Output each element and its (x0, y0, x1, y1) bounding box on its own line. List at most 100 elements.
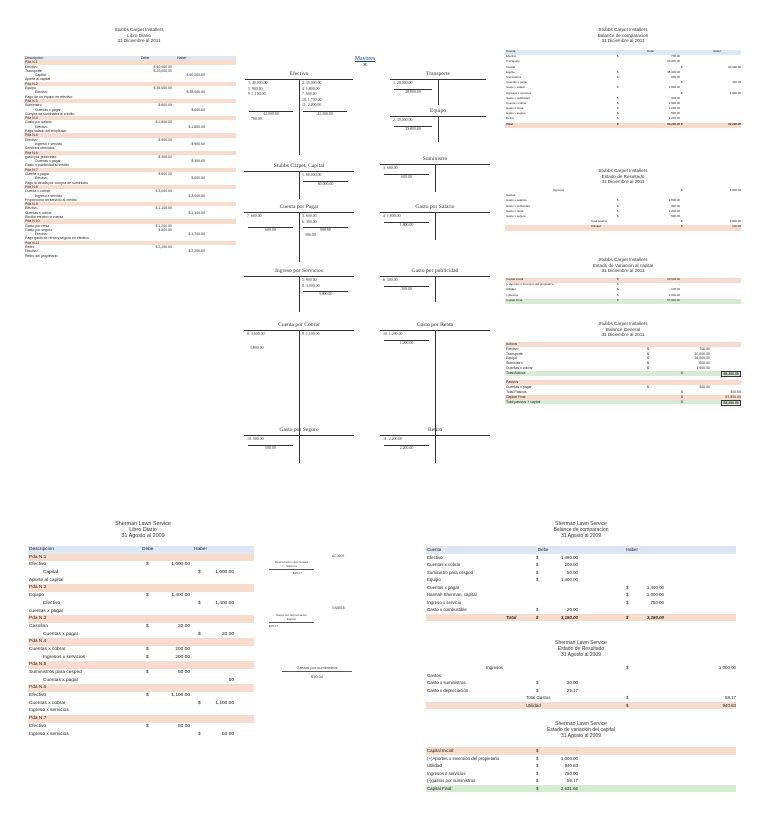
ledger-row: Efectivo $ 2,200.00 (24, 249, 236, 253)
debit-currency: $ (647, 361, 649, 366)
ledger-row: Efectivo $1,400.00 (28, 600, 254, 608)
ledger-row: Efectivo $ 1,800.00 (24, 125, 236, 129)
sherman-diario-header: Sherman Lawn Service Libro Diario 31 Ago… (115, 521, 171, 540)
debit-total: 600.00 (384, 173, 429, 179)
row-description: Capital Final: (506, 297, 523, 302)
ledger-row: Pda N.7 (24, 167, 236, 173)
row-description: Equipo (25, 86, 36, 91)
credit-amount: 1,000.00 (646, 592, 664, 597)
row-description: Efectivo (506, 54, 517, 59)
row-description: Efectivo (43, 600, 61, 606)
debit-currency: $ (536, 614, 539, 620)
debit-currency: $ (146, 646, 149, 652)
row-description: Gasto x suministros (427, 680, 466, 685)
credit-currency: $ (681, 399, 683, 404)
row-description: Pda N.10 (25, 219, 40, 224)
debit-currency: $ (536, 763, 539, 768)
mini-code-1: AC3609 (332, 554, 345, 558)
row-description: Cuenta x cobrar (25, 189, 50, 194)
row-description: Pda N.9 (25, 202, 38, 207)
debit-entry: 1. 40,000.00 (248, 81, 268, 85)
debit-amount: $ 300.00 (158, 154, 172, 159)
ledger-row: Pda N.9 (24, 202, 236, 207)
credit-amount: 3,800.00 (729, 219, 741, 224)
credit-amount: 50.00 (221, 731, 234, 737)
row-description: Total Pasivos (506, 389, 527, 394)
row-description: Gasto x publicidad (506, 203, 530, 208)
ledger-row: Total Pasivos $300.00 (505, 390, 741, 395)
row-description: Proporciono un servicio al crédito (25, 197, 77, 202)
row-description: Pda N.7 (25, 167, 38, 172)
debit-amount: $ 2,200.00 (155, 245, 172, 250)
credit-amount: 300.00 (730, 389, 741, 394)
row-description: Efectivo (29, 562, 47, 568)
credit-amount: 1,100.00 (215, 700, 234, 706)
debit-amount: 1,800.00 (668, 85, 680, 90)
credit-entry: 5. 900.00 (302, 278, 317, 282)
debit-amount: 500.00 (671, 111, 680, 116)
debit-total: 600.00 (248, 227, 293, 232)
debit-total: 2,200.00 (384, 444, 429, 450)
debit-amount: 700.00 (671, 54, 680, 59)
ledger-row: Gasto por renta $ 1,200.00 (24, 224, 236, 228)
credit-total: 41,300.00 (303, 111, 347, 116)
debit-currency: $ (146, 623, 149, 629)
ledger-row: Ingreso x servicio $ 900.00 (24, 142, 236, 146)
t-account-divider (299, 171, 300, 199)
ledger-row: Pda N.8 (24, 184, 236, 190)
stubbs-balanza-header: Stubbs Carpet Installers Balance de comp… (597, 27, 649, 44)
credit-total: 60,000.00 (303, 180, 348, 186)
row-description: Pda N.2 (29, 585, 47, 591)
credit-entry: 10. 1,700.00 (302, 97, 322, 102)
debit-currency: $ (536, 577, 539, 582)
ledger-row: Servicios ofrecidos (24, 146, 236, 150)
debit-amount: 100.00 (671, 287, 680, 292)
ledger-row: Pda N.6 (24, 150, 236, 155)
row-description: Pda N.3 (25, 98, 38, 103)
row-description: Efectivo (506, 346, 519, 351)
row-description: Utilidad (427, 763, 442, 768)
credit-amount: 60,000.00 (728, 64, 741, 69)
row-description: Pda N.3 (29, 616, 47, 622)
credit-currency: $ (681, 219, 683, 224)
credit-entry: 8. 3,000.00 (302, 283, 320, 288)
t-account-renta: Gasto por Renta 10. 1,200.00 1,200.00 (380, 322, 490, 440)
row-description: Efectivo (25, 206, 38, 211)
credit-amount: 940.83 (722, 702, 736, 708)
row-description: Pda N.7 (29, 716, 47, 722)
debit-amount: 200.00 (564, 562, 578, 567)
debit-amount: 20.00 (567, 607, 578, 612)
row-description: Cuentas x pagar (35, 107, 61, 112)
ledger-row: Gasto por salario $ 1,800.00 (24, 120, 236, 124)
debit-amount: 940.83 (564, 763, 578, 768)
row-description: Efectivo (35, 90, 48, 95)
row-description: Pda N.1 (29, 554, 47, 560)
ledger-row: Transporte $20,000.00 (505, 352, 741, 357)
mini-gasto-dep: Gasto por depreciación Equipo $29.17 (269, 613, 314, 628)
header-cell: Descripcion (25, 56, 44, 60)
debit-currency: $ (146, 723, 149, 729)
row-description: Gasto por salario (25, 120, 52, 125)
ledger-row: Gastos: (426, 672, 736, 680)
row-description: Gasto x publicidad al crédito (25, 163, 69, 168)
row-description: Capital (506, 64, 515, 69)
ledger-row: Capital Final $57,900.00 (505, 394, 741, 400)
ledger-row: Cuentas x pagar $ 600.00 (24, 108, 236, 112)
debit-amount: - (679, 282, 680, 287)
ledger-row: (+)Aportes o inversion del propietario $ - (505, 282, 741, 288)
debit-entry: 9. 1,100.00 (248, 92, 266, 97)
row-description: Efectivo (25, 249, 38, 254)
credit-amount: $ 1,800.00 (188, 124, 205, 129)
ledger-row: Efectivo $700.00 (505, 54, 741, 60)
ledger-row: Activos (505, 342, 741, 347)
debit-entry: 10. 500.00 (247, 437, 264, 441)
ledger-row: Gasto x publicidad $300.00 (505, 203, 741, 210)
mini-code-2: GN8518 (332, 606, 345, 610)
table-header-row: Descripcion Debe Haber (24, 56, 236, 61)
debit-amount: $ 35,000.00 (153, 86, 173, 91)
row-center-label: Total Gastos (526, 695, 551, 700)
t-account-title: Suministro (422, 156, 448, 162)
stubbs-capital-statement: Capital Inicial: $60,000.00 (+)Aportes o i… (505, 277, 741, 304)
debit-currency: $ (536, 569, 539, 575)
row-description: Cuentas x pagar (43, 631, 79, 637)
